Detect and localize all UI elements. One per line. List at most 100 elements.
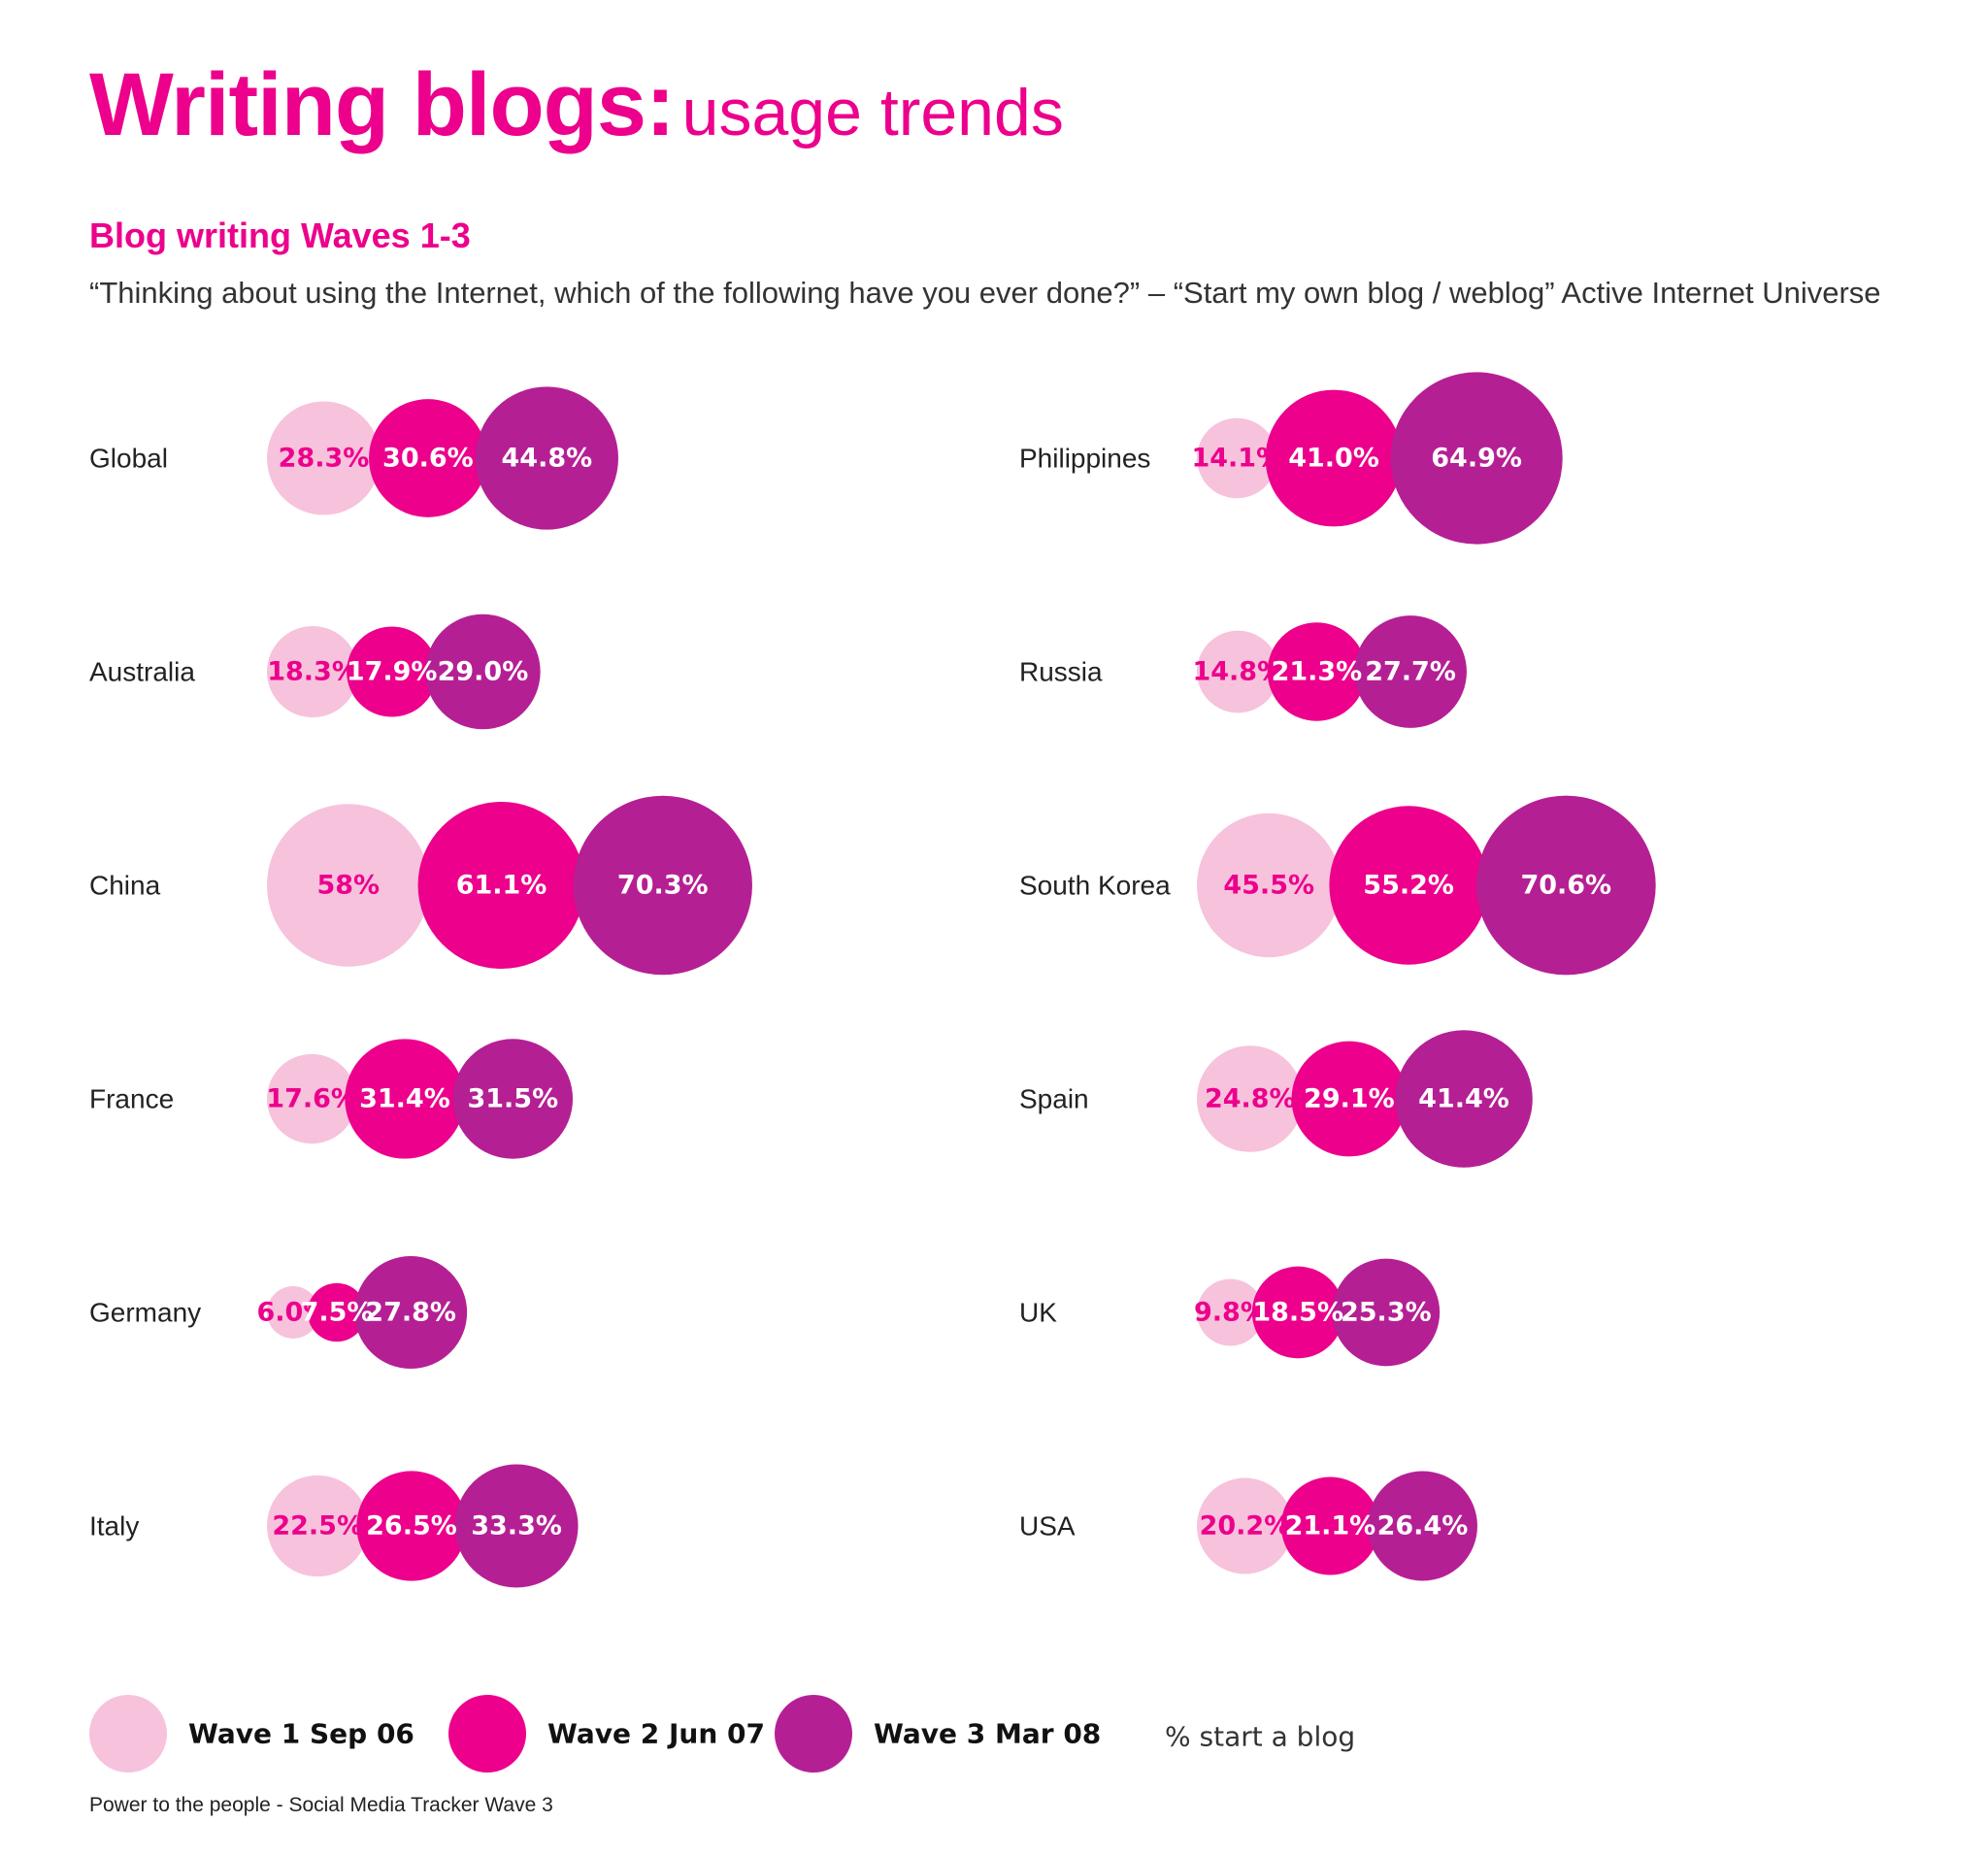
bubble-wave-1 [1197,812,1342,958]
country-row-china: China 58% 61.1% 70.3% [89,795,752,976]
legend-swatch [775,1695,852,1773]
country-row-germany: Germany 6.0%7.5%27.8% [89,1256,468,1369]
bubble-wave-2 [345,1039,465,1159]
bubble-wave-3 [1354,615,1467,728]
source-note: Power to the people - Social Media Track… [89,1794,553,1816]
bubble-value-wave-1: 14.8% [1192,657,1283,687]
bubble-wave-1 [267,1286,319,1339]
bubble-wave-1 [267,401,381,515]
bubble-value-wave-1: 18.3% [267,657,358,687]
bubble-wave-2 [307,1282,367,1342]
bubble-wave-2 [369,399,487,517]
bubble-wave-2 [356,1471,467,1581]
bubble-value-wave-3: 33.3% [471,1511,562,1541]
country-row-uk: UK 9.8%18.5%25.3% [1019,1258,1441,1367]
legend: Wave 1 Sep 06 Wave 2 Jun 07 Wave 3 Mar 08%… [89,1695,1355,1773]
legend-label: Wave 1 Sep 06 [188,1718,414,1750]
bubble-wave-2 [1291,1041,1408,1157]
bubble-wave-1 [1197,1477,1293,1574]
bubble-value-wave-1: 45.5% [1223,871,1314,901]
bubble-value-wave-3: 31.5% [467,1084,558,1114]
legend-swatch [448,1695,526,1773]
bubble-value-wave-1: 24.8% [1205,1084,1296,1114]
bubble-wave-2 [1329,806,1488,965]
bubble-value-wave-1: 14.1% [1191,444,1282,474]
chart-title: Writing blogs: usage trends [89,60,1064,149]
bubble-value-wave-2: 21.3% [1272,657,1363,687]
bubble-wave-3 [1332,1258,1441,1367]
bubble-value-wave-3: 70.3% [617,871,709,901]
bubble-value-wave-1: 9.8% [1194,1298,1267,1328]
bubble-value-wave-3: 29.0% [438,657,529,687]
country-label: France [89,1084,174,1114]
bubble-wave-3 [452,1039,574,1159]
bubble-wave-2 [417,802,585,969]
country-label: Global [89,444,168,474]
title-sub: usage trends [681,76,1064,149]
country-label: Australia [89,657,195,687]
bubble-wave-3 [573,795,752,976]
bubble-wave-2 [1251,1266,1344,1359]
bubble-wave-2 [1280,1476,1379,1575]
country-label: China [89,871,161,901]
bubble-value-wave-2: 41.0% [1288,444,1379,474]
legend-label: Wave 3 Mar 08 [874,1718,1101,1750]
bubble-value-wave-3: 64.9% [1431,444,1522,474]
bubble-wave-1 [1197,1278,1264,1346]
bubble-wave-1 [1197,417,1277,499]
bubble-wave-1 [267,804,430,967]
bubble-value-wave-1: 22.5% [272,1511,363,1541]
legend-item-wave-3: Wave 3 Mar 08 [775,1695,1101,1773]
country-label: Philippines [1019,444,1150,474]
bubble-wave-1 [267,1475,369,1577]
country-row-france: France 17.6% 31.4% 31.5% [89,1039,574,1159]
bubble-wave-3 [454,1464,579,1588]
country-row-usa: USA 20.2%21.1% 26.4% [1019,1471,1477,1581]
bubble-wave-3 [425,613,541,730]
bubble-wave-3 [1395,1030,1533,1168]
bubble-wave-3 [1390,372,1563,545]
country-row-spain: Spain 24.8% 29.1% 41.4% [1019,1030,1533,1168]
country-row-south-korea: South Korea 45.5% 55.2% 70.6% [1019,795,1656,976]
bubble-wave-1 [1197,630,1279,713]
bubble-wave-2 [1267,622,1367,721]
country-row-australia: Australia 18.3%17.9% 29.0% [89,613,541,730]
bubble-value-wave-1: 28.3% [279,444,370,474]
country-label: USA [1019,1511,1076,1541]
bubble-value-wave-1: 58% [316,871,380,901]
legend-label: Wave 2 Jun 07 [547,1718,765,1750]
legend-swatch [89,1695,167,1773]
bubble-value-wave-3: 27.8% [365,1298,456,1328]
country-label: Spain [1019,1084,1089,1114]
bubble-value-wave-2: 55.2% [1363,871,1454,901]
bubble-value-wave-3: 27.7% [1365,657,1456,687]
bubble-value-wave-3: 26.4% [1377,1511,1469,1541]
bubble-value-wave-2: 17.9% [347,657,438,687]
bubble-value-wave-3: 25.3% [1341,1298,1432,1328]
bubble-wave-1 [1197,1045,1304,1152]
country-row-philippines: Philippines 14.1% 41.0% 64.9% [1019,372,1563,545]
bubble-value-wave-2: 29.1% [1304,1084,1395,1114]
bubble-wave-3 [1475,795,1656,976]
survey-question: “Thinking about using the Internet, whic… [89,276,1881,310]
bubble-value-wave-2: 61.1% [456,871,547,901]
bubble-value-wave-2: 31.4% [359,1084,450,1114]
bubble-wave-1 [267,625,359,718]
bubble-wave-1 [267,1053,357,1144]
bubble-value-wave-3: 70.6% [1520,871,1611,901]
bubbles-layer: Global 28.3% 30.6% 44.8% Australia 18.3%17.9%… [89,372,1656,1588]
bubble-value-wave-1: 17.6% [266,1084,357,1114]
bubble-value-wave-2: 21.1% [1285,1511,1376,1541]
bubble-wave-3 [475,386,618,530]
country-label: Russia [1019,657,1103,687]
bubble-value-wave-2: 18.5% [1252,1298,1343,1328]
country-row-russia: Russia 14.8%21.3% 27.7% [1019,615,1467,728]
legend-item-wave-2: Wave 2 Jun 07 [448,1695,765,1773]
bubble-value-wave-2: 30.6% [382,444,474,474]
legend-item-wave-1: Wave 1 Sep 06 [89,1695,414,1773]
bubble-value-wave-3: 41.4% [1418,1084,1509,1114]
country-label: Italy [89,1511,139,1541]
title-main: Writing blogs: [89,55,676,154]
chart-subtitle: Blog writing Waves 1-3 [89,215,471,255]
